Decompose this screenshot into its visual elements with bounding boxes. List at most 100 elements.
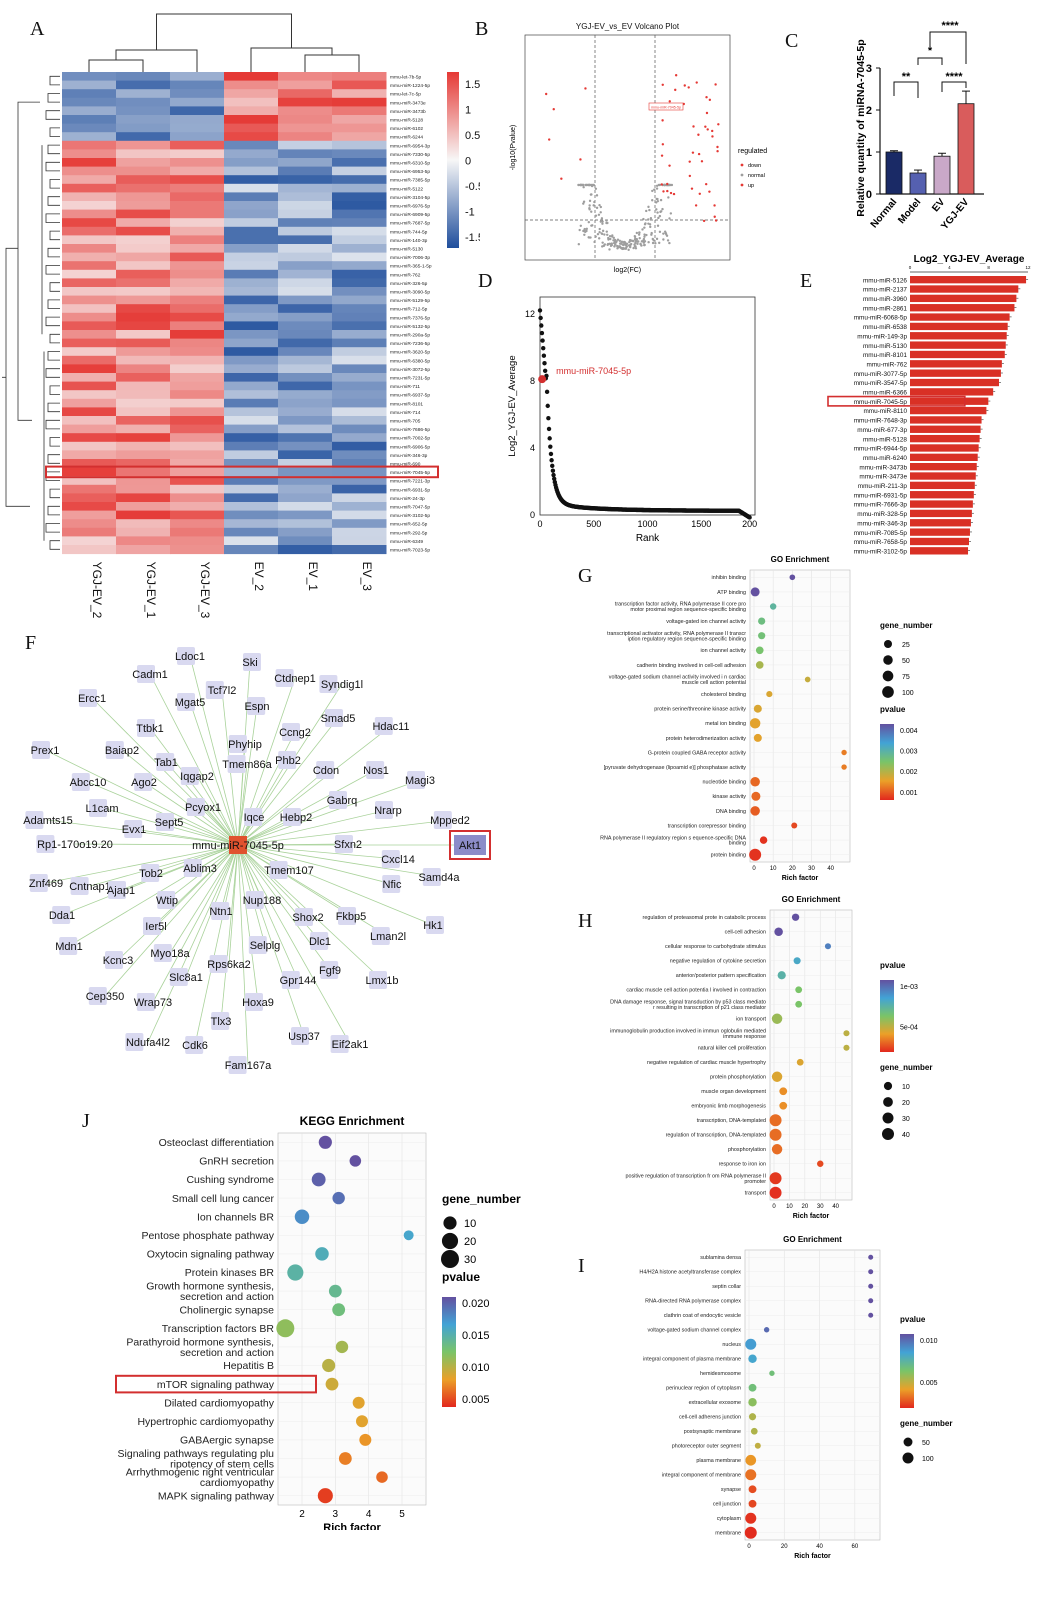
term-label: voltage-gated sodium channel activity in… [609,675,747,681]
dot [791,913,800,921]
heatmap-row-label: mmu-miR-3104-5p [390,195,430,201]
heatmap-cell [278,72,333,82]
x-tick-label: 20 [781,1544,788,1550]
heatmap-cell [278,390,333,400]
heatmap-row-label: mmu-miR-7686-5p [390,427,430,433]
point-up [700,160,704,163]
heatmap-cell [116,158,171,168]
heatmap-row-label: mmu-miR-5129-5p [390,298,430,304]
panel-label-g: G [578,565,593,587]
heatmap-cell [332,519,387,529]
point-up [683,84,686,87]
bar [910,463,977,471]
heatmap-cell [278,321,333,331]
heatmap-cell [116,390,171,400]
term-label: transcription factor activity, RNA polym… [615,602,746,608]
term-label: nucleus [722,1342,741,1348]
heatmap-cell [278,209,333,219]
point-normal [598,231,601,234]
point-normal [659,198,663,202]
bar [910,472,976,480]
axis-tick-label: 4 [948,265,951,270]
gene-node [137,719,155,737]
x-tick-label: 40 [832,1204,839,1210]
gene-label: Cadm1 [132,669,167,681]
term-label: secretion and action [180,1347,274,1359]
heatmap-row-label: mmu-miR-7231-5p [390,376,430,382]
heatmap-cell [224,123,279,133]
heatmap-cell [62,261,117,271]
rank-point [544,389,550,395]
point-normal [627,248,630,252]
point-up [716,145,719,149]
heatmap-cell [332,536,387,546]
heatmap-cell [332,123,387,133]
point-up [704,125,707,128]
heatmap-row-label: mmu-miR-6976-5p [390,204,430,210]
gene-label: Fkbp5 [336,911,367,923]
chart-title: KEGG Enrichment [300,1114,405,1128]
heatmap-cell [170,183,225,193]
gene-label: Usp37 [288,1031,320,1043]
point-normal [659,210,662,214]
point-normal [620,240,624,243]
y-tick-label: 1 [866,147,872,159]
point-up [661,83,664,87]
heatmap-cell [170,450,225,460]
gene-node [291,1027,309,1045]
legend-label: down [748,163,761,169]
plot-area [769,909,853,1201]
heatmap-cell [62,304,117,314]
heatmap-cell [278,476,333,486]
heatmap-column-label: EV_3 [360,562,374,592]
point-normal [642,217,645,221]
term-label: metal ion binding [705,721,746,727]
term-label: Hypertrophic cardiomyopathy [137,1416,274,1428]
size-legend-dot [903,1437,913,1447]
dot [749,718,761,729]
point-normal [652,239,655,242]
heatmap-row-label: mmu-miR-690 [390,462,421,468]
bar-label: mmu-miR-8110 [863,408,907,415]
heatmap-cell [332,252,387,262]
heatmap-cell [62,416,117,426]
x-tick-label: 0 [537,519,542,529]
term-label: DNA damage response, signal transduction… [610,999,766,1005]
network-edge [237,705,258,846]
dendrogram-branch [304,54,360,72]
heatmap-cell [224,218,279,228]
heatmap-row-label: mmu-miR-5128 [390,118,423,124]
heatmap-cell [170,312,225,322]
colorbar-tick: -1.5 [465,232,480,244]
network-edge [44,749,239,846]
network-edge [120,844,239,891]
term-label: motor proximal region sequence-specific … [630,607,746,613]
heatmap-row-label: mmu-miR-8101 [390,401,423,407]
term-label: cellular response to carbohydrate stimul… [665,944,766,950]
point-up [688,160,691,163]
term-label: H4/H2A histone acetyltransferase complex [639,1270,741,1276]
gene-label: Ndufa4l2 [126,1037,170,1049]
term-label: cholesterol binding [701,692,746,698]
heatmap-cell [116,304,171,314]
heatmap-cell [170,166,225,176]
point-normal [605,219,608,222]
heatmap-cell [62,364,117,374]
term-label: positive regulation of transcription fr … [625,1173,766,1179]
network-edge [237,844,249,1066]
gene-node [310,932,329,950]
heatmap-cell [332,115,387,125]
x-tick-label: 4 [366,1509,372,1520]
network-edge [220,844,239,912]
dot [868,1312,874,1318]
gene-node [245,993,263,1011]
gene-label: Slc8a1 [169,972,203,984]
dot [804,676,811,683]
size-legend-dot [883,1081,893,1091]
rank-point [542,361,547,366]
legend-title: pvalue [900,1315,926,1324]
heatmap-cell [62,269,117,279]
term-label: GABAergic synapse [180,1435,274,1447]
gene-node [243,653,261,671]
heatmap-row-label: mmu-miR-3102-5p [390,513,430,519]
